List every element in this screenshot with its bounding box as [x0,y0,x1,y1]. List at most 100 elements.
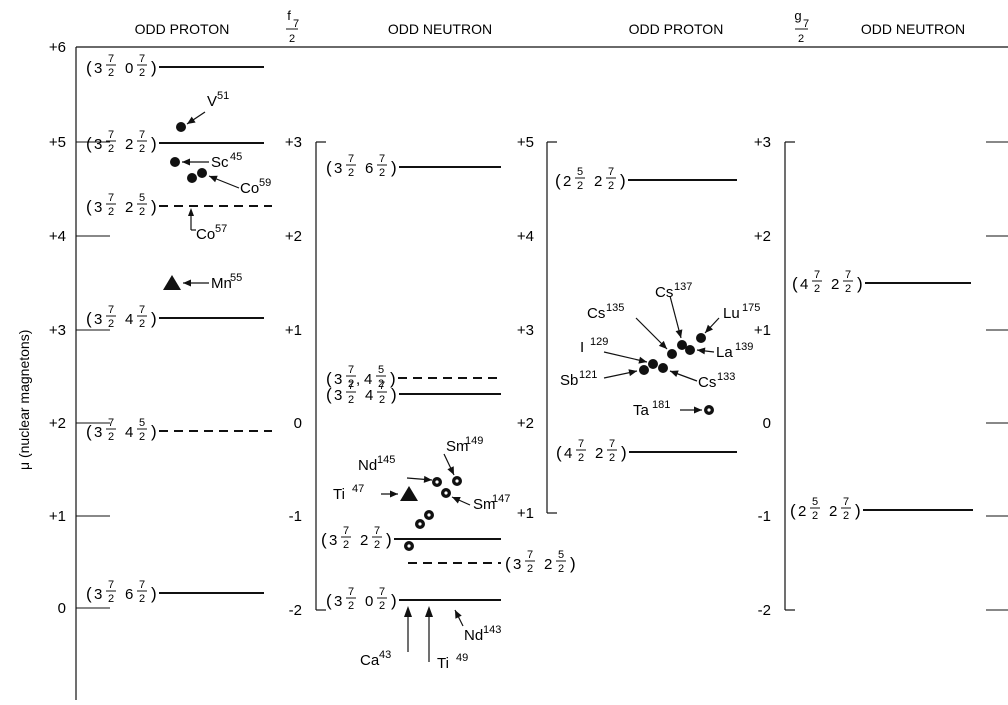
svg-text:2: 2 [108,143,114,155]
f72-odd-neutron-tick-label: +2 [285,228,302,245]
arrow-la139-head [697,347,706,355]
svg-text:2: 2 [609,452,615,464]
label-sc45: Sc 45 [211,151,242,171]
svg-text:2: 2 [544,556,552,573]
svg-text:147: 147 [492,493,510,505]
svg-text:Cs: Cs [655,284,673,301]
arrow-sc45-head [182,158,190,166]
svg-text:): ) [391,385,397,404]
arrow-nd143-head [455,610,462,619]
svg-text:4: 4 [364,371,372,388]
svg-text:): ) [570,554,576,573]
svg-text:3: 3 [334,160,342,177]
label-ca43: Ca 43 [360,649,391,669]
svg-text:3: 3 [94,424,102,441]
svg-text:2: 2 [831,276,839,293]
svg-text:7: 7 [139,53,145,65]
arrow-v51-head [187,116,196,124]
svg-text:): ) [390,369,396,388]
nucleus-ti47 [400,486,418,501]
nucleus-mn55 [163,275,181,290]
f72-odd-proton-level-3: (372 472) [86,304,157,330]
svg-text:7: 7 [108,53,114,65]
svg-text:2: 2 [379,167,385,179]
svg-text:V: V [207,93,217,110]
svg-text:145: 145 [377,454,395,466]
svg-text:I: I [580,339,584,356]
svg-text:3: 3 [94,586,102,603]
svg-text:): ) [386,530,392,549]
svg-text:): ) [391,158,397,177]
svg-text:2: 2 [379,394,385,406]
svg-text:7: 7 [379,586,385,598]
shell-symbol-f-sub: 7 [293,18,299,30]
svg-text:7: 7 [348,586,354,598]
svg-text:3: 3 [334,593,342,610]
svg-text:7: 7 [108,304,114,316]
level-fraction: 72 [377,586,387,612]
svg-text:(: ( [792,274,798,293]
level-fraction: 52 [810,496,820,522]
svg-text:43: 43 [379,649,391,661]
g72-odd-neutron-tick-label: -1 [758,508,771,525]
svg-text:3: 3 [334,387,342,404]
svg-text:): ) [391,591,397,610]
svg-text:): ) [151,58,157,77]
svg-text:(: ( [790,501,796,520]
svg-text:(: ( [505,554,511,573]
level-fraction: 72 [372,525,382,551]
level-fraction: 72 [106,53,116,79]
f72-odd-neutron-tick-label: -2 [289,602,302,619]
svg-text:3: 3 [329,532,337,549]
svg-text:Ta: Ta [633,402,650,419]
label-cs133: Cs 133 [698,371,735,391]
level-fraction: 72 [606,166,616,192]
svg-text:143: 143 [483,624,501,636]
level-fraction: 52 [137,417,147,443]
level-fraction: 72 [346,153,356,179]
svg-text:2: 2 [139,206,145,218]
svg-text:5: 5 [378,364,384,376]
svg-text:4: 4 [800,276,808,293]
label-lu175: Lu 175 [723,302,760,322]
level-fraction: 72 [346,364,356,390]
arrow-cs135-head [658,340,667,349]
level-fraction: 72 [106,304,116,330]
svg-text:7: 7 [348,153,354,165]
svg-text:Sb: Sb [560,372,578,389]
svg-text:(: ( [326,369,332,388]
level-fraction: 52 [556,549,566,575]
svg-text:7: 7 [139,304,145,316]
g72-odd-proton-tick-label: +5 [517,134,534,151]
g72-odd-neutron-tick-label: +2 [754,228,771,245]
f72-odd-proton-tick-label: 0 [58,600,66,617]
f72-odd-neutron-tick-label: -1 [289,508,302,525]
svg-text:): ) [151,197,157,216]
f72-odd-proton-level-0: (372 072) [86,53,157,79]
level-fraction: 72 [137,579,147,605]
svg-text:): ) [857,274,863,293]
level-fraction: 52 [575,166,585,192]
svg-text:2: 2 [348,167,354,179]
svg-text:7: 7 [139,129,145,141]
svg-text:Sm: Sm [446,438,469,455]
g72-odd-proton-tick-label: +3 [517,322,534,339]
level-fraction: 72 [106,579,116,605]
arrow-mn55-head [183,279,191,287]
g72-odd-proton-level-1: (472 272) [556,438,627,464]
svg-text:): ) [151,422,157,441]
svg-text:2: 2 [374,539,380,551]
svg-text:Mn: Mn [211,275,232,292]
svg-text:(: ( [86,584,92,603]
level-fraction: 72 [843,269,853,295]
f72-odd-proton-tick-label: +6 [49,39,66,56]
svg-text:51: 51 [217,90,229,102]
svg-text:7: 7 [108,579,114,591]
nucleus-sc45 [170,157,180,167]
f72-odd-proton-tick-label: +4 [49,228,66,245]
svg-text:57: 57 [215,223,227,235]
svg-text:7: 7 [139,579,145,591]
shell-symbol-g-sub: 7 [803,18,809,30]
